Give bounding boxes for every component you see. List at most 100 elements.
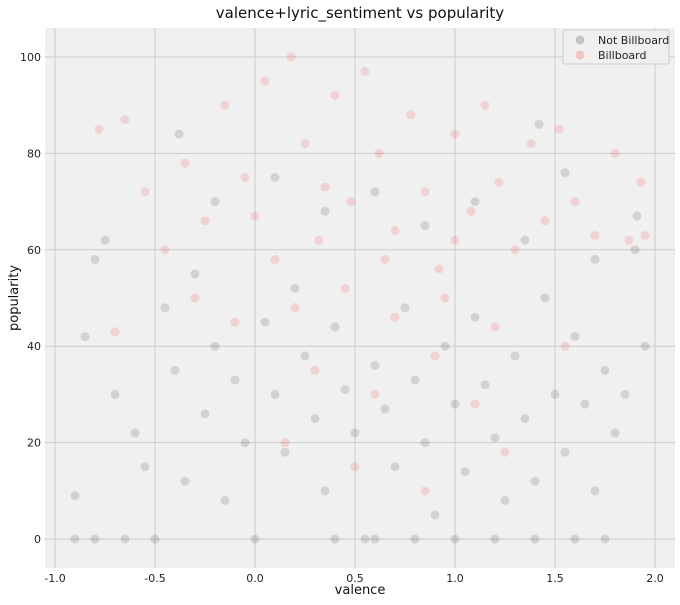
scatter-point	[370, 389, 380, 399]
scatter-point	[530, 534, 540, 544]
scatter-point	[374, 148, 384, 158]
scatter-point	[300, 139, 310, 149]
scatter-point	[450, 129, 460, 139]
scatter-point	[330, 534, 340, 544]
scatter-point	[220, 496, 230, 505]
legend-box	[562, 29, 670, 65]
scatter-point	[150, 534, 160, 544]
scatter-point	[360, 534, 370, 544]
scatter-point	[640, 230, 650, 240]
scatter-point	[520, 235, 530, 245]
x-tick-label: 1.0	[446, 572, 464, 585]
scatter-point	[470, 399, 480, 409]
scatter-point	[500, 496, 510, 505]
scatter-point	[270, 254, 280, 264]
scatter-point	[560, 341, 570, 351]
scatter-point	[350, 462, 360, 472]
chart-title: valence+lyric_sentiment vs popularity	[216, 4, 504, 23]
y-axis-label: popularity	[7, 265, 22, 331]
scatter-point	[240, 438, 250, 448]
scatter-points	[70, 52, 650, 544]
scatter-point	[160, 245, 170, 255]
scatter-point	[434, 264, 444, 274]
scatter-point	[450, 399, 460, 409]
scatter-point	[540, 216, 550, 226]
scatter-point	[210, 197, 220, 207]
scatter-point	[230, 375, 240, 385]
scatter-point	[190, 293, 200, 303]
scatter-point	[350, 428, 360, 438]
scatter-point	[200, 409, 210, 419]
y-tick-label: 20	[27, 437, 41, 450]
scatter-point	[580, 399, 590, 409]
scatter-point	[420, 438, 430, 448]
scatter-point	[400, 303, 410, 313]
scatter-point	[540, 293, 550, 303]
scatter-point	[190, 269, 200, 279]
y-tick-label: 40	[27, 340, 41, 353]
scatter-point	[286, 52, 296, 62]
scatter-point	[200, 216, 210, 226]
scatter-point	[130, 428, 140, 438]
scatter-point	[600, 365, 610, 375]
scatter-point	[370, 187, 380, 197]
x-tick-label: 0.0	[246, 572, 264, 585]
scatter-point	[320, 206, 330, 216]
scatter-point	[440, 293, 450, 303]
scatter-point	[380, 404, 390, 414]
scatter-point	[420, 486, 430, 496]
scatter-point	[320, 486, 330, 496]
scatter-point	[430, 351, 440, 361]
scatter-point	[370, 534, 380, 544]
scatter-point	[250, 534, 260, 544]
scatter-point	[410, 375, 420, 385]
scatter-point	[70, 534, 80, 544]
scatter-point	[280, 447, 290, 457]
scatter-point	[260, 76, 270, 86]
scatter-point	[240, 172, 250, 182]
series-billboard	[94, 52, 650, 496]
scatter-point	[340, 385, 350, 395]
scatter-point	[480, 100, 490, 110]
scatter-point	[470, 312, 480, 322]
scatter-point	[550, 389, 560, 399]
scatter-point	[170, 365, 180, 375]
scatter-point	[600, 534, 610, 544]
legend-label-billboard: Billboard	[598, 49, 646, 62]
scatter-point	[80, 332, 90, 342]
scatter-point	[554, 124, 564, 134]
scatter-point	[110, 327, 120, 337]
scatter-point	[500, 447, 510, 457]
scatter-point	[420, 221, 430, 231]
scatter-point	[420, 187, 430, 197]
scatter-point	[410, 534, 420, 544]
scatter-point	[636, 177, 646, 187]
scatter-point	[406, 110, 416, 120]
x-tick-label: -1.0	[44, 572, 65, 585]
scatter-point	[620, 389, 630, 399]
scatter-point	[570, 197, 580, 207]
scatter-point	[270, 389, 280, 399]
scatter-point	[460, 467, 470, 477]
x-tick-label: 1.5	[546, 572, 564, 585]
scatter-point	[100, 235, 110, 245]
scatter-point	[490, 534, 500, 544]
scatter-point	[310, 365, 320, 375]
scatter-point	[440, 341, 450, 351]
scatter-point	[110, 389, 120, 399]
scatter-point	[390, 226, 400, 235]
scatter-point	[490, 433, 500, 443]
x-tick-label: 2.0	[646, 572, 664, 585]
scatter-point	[320, 182, 330, 192]
scatter-point	[590, 486, 600, 496]
scatter-point	[210, 341, 220, 351]
scatter-point	[140, 462, 150, 472]
scatter-point	[610, 148, 620, 158]
scatter-point	[330, 322, 340, 332]
scatter-point	[510, 351, 520, 361]
scatter-point	[430, 510, 440, 520]
scatter-point	[94, 124, 104, 134]
y-tick-label: 100	[20, 51, 41, 64]
y-tick-label: 0	[34, 533, 41, 546]
legend-label-not-billboard: Not Billboard	[598, 34, 669, 47]
